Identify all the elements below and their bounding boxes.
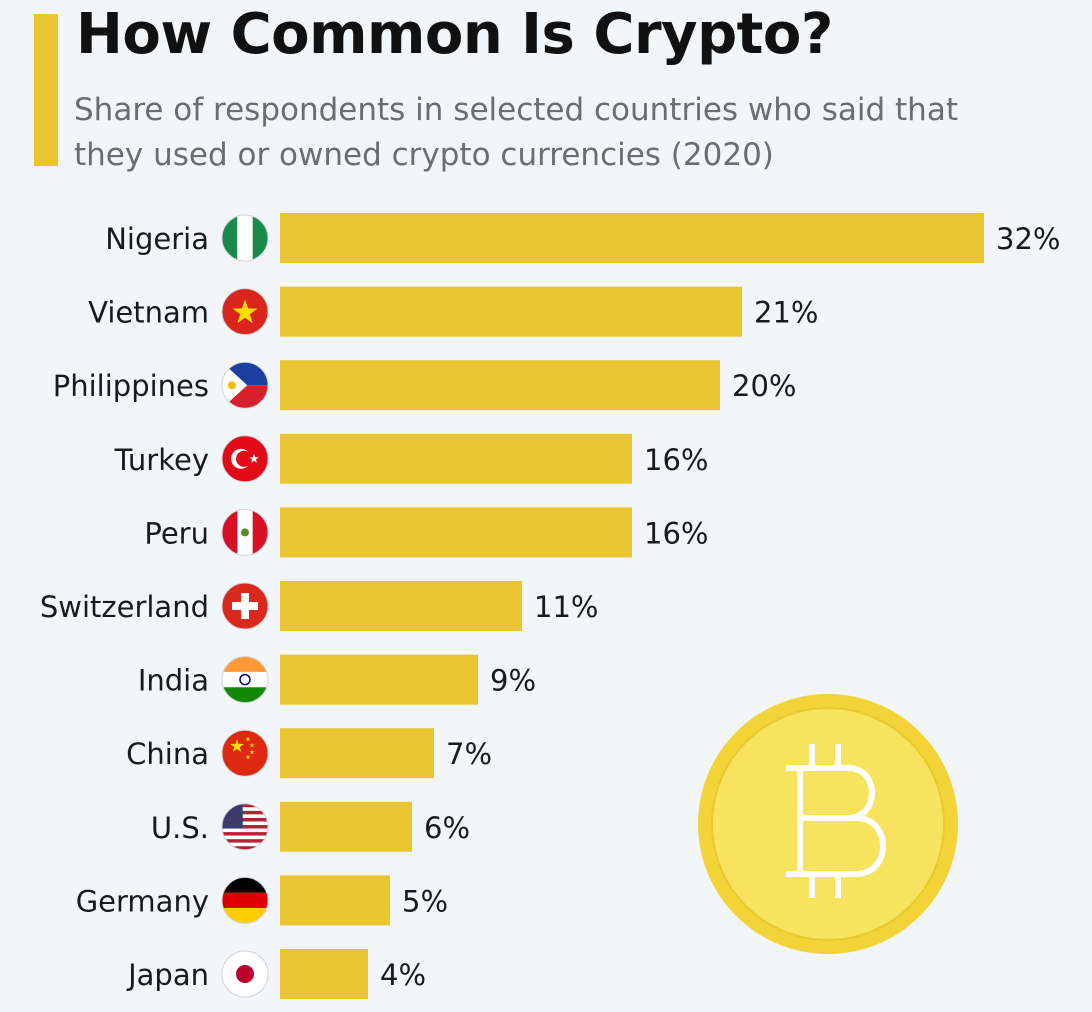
value-label: 20% (732, 369, 796, 403)
bar-row: Germany 5% (76, 875, 448, 926)
bar (280, 360, 720, 411)
bar (280, 728, 434, 779)
value-label: 32% (996, 222, 1060, 256)
bar (280, 949, 368, 999)
china-flag-icon (221, 729, 269, 777)
bar (280, 581, 522, 631)
chart-title: How Common Is Crypto? (76, 2, 833, 67)
bitcoin-icon (698, 694, 958, 954)
bar-row: Peru 16% (144, 507, 708, 558)
title-accent-bar (34, 14, 58, 166)
category-label: India (138, 664, 209, 698)
bar-row: U.S. 6% (151, 801, 470, 852)
philippines-flag-icon (221, 361, 269, 409)
value-label: 4% (380, 958, 426, 992)
vietnam-flag-icon (221, 288, 269, 336)
value-label: 21% (754, 296, 818, 330)
value-label: 11% (534, 590, 598, 624)
value-label: 7% (446, 737, 492, 771)
bar-row: India 9% (138, 654, 536, 705)
category-label: Switzerland (40, 590, 209, 624)
category-label: Peru (144, 516, 209, 550)
value-label: 6% (424, 811, 470, 845)
us-flag-icon (221, 803, 269, 851)
switzerland-flag-icon (221, 582, 269, 630)
japan-flag-icon (221, 950, 269, 998)
value-label: 9% (490, 664, 536, 698)
category-label: Turkey (114, 443, 209, 477)
bar (280, 801, 412, 852)
bar (280, 213, 984, 263)
germany-flag-icon (221, 876, 269, 924)
category-label: Vietnam (88, 296, 209, 330)
category-label: Japan (126, 958, 209, 992)
value-label: 5% (402, 884, 448, 918)
category-label: Nigeria (105, 222, 209, 256)
category-label: U.S. (151, 811, 209, 845)
bar (280, 433, 632, 484)
category-label: Philippines (53, 369, 209, 403)
bar (280, 507, 632, 558)
bar-row: Nigeria 32% (105, 213, 1060, 263)
chart-subtitle: Share of respondents in selected countri… (74, 92, 958, 173)
peru-flag-icon (221, 508, 269, 556)
category-label: China (126, 737, 209, 771)
category-label: Germany (76, 884, 209, 918)
bar (280, 286, 742, 337)
bar-row: Japan 4% (126, 949, 426, 999)
bar-row: Vietnam 21% (88, 286, 818, 337)
bar-row: Switzerland 11% (40, 581, 598, 631)
india-flag-icon (221, 656, 269, 704)
turkey-flag-icon (221, 435, 269, 483)
bar-row: Turkey 16% (114, 433, 708, 484)
value-label: 16% (644, 516, 708, 550)
value-label: 16% (644, 443, 708, 477)
bar (280, 654, 478, 705)
nigeria-flag-icon (221, 214, 269, 262)
bar-row: China 7% (126, 728, 492, 779)
bar (280, 875, 390, 926)
bar-row: Philippines 20% (53, 360, 796, 411)
